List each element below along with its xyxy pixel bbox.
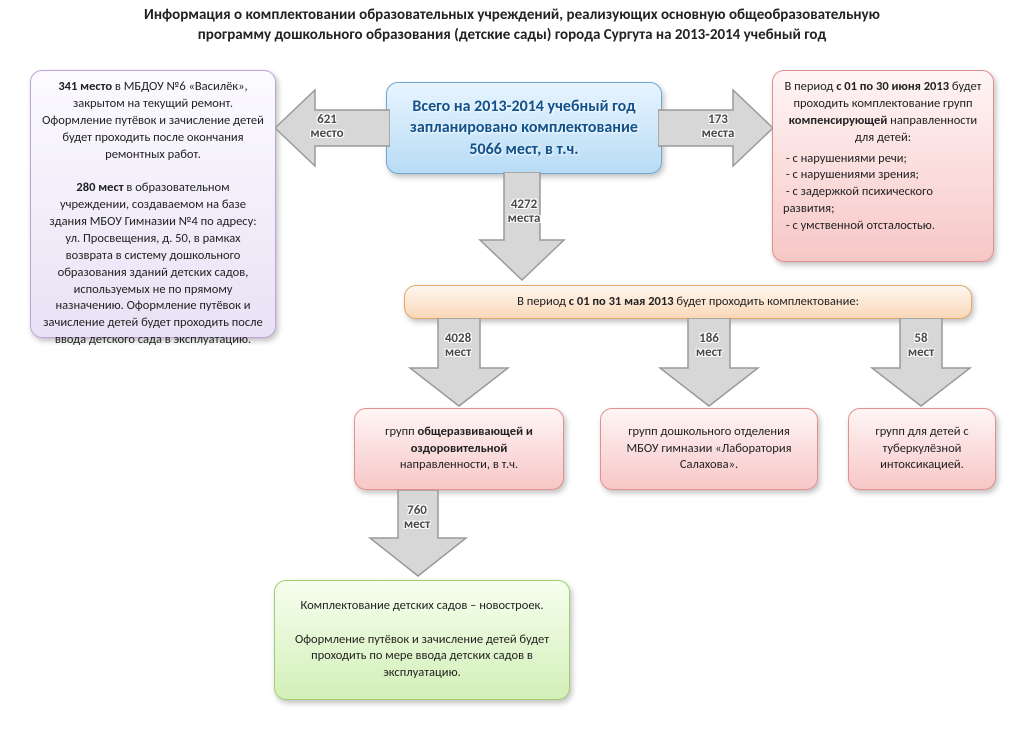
green-box-text: Комплектование детских садов – новострое… [285, 598, 559, 682]
arrow-down-1 [478, 172, 566, 282]
arrow-down1-unit: места [508, 211, 541, 226]
arrow-sub-label: 760 мест [393, 504, 441, 533]
arrow-g3-unit: мест [908, 345, 934, 360]
group1-box: групп общеразвивающей и оздоровительной … [354, 408, 564, 490]
arrow-g1-n: 4028 [445, 331, 471, 346]
arrow-left-n: 621 [317, 112, 337, 127]
arrow-left-unit: место [310, 126, 343, 141]
period-may-box: В период с 01 по 31 мая 2013 будет прохо… [404, 285, 972, 319]
arrow-sub-n: 760 [407, 503, 427, 518]
arrow-g1-label: 4028 мест [432, 332, 484, 361]
central-box: Всего на 2013-2014 учебный год запланиро… [386, 82, 662, 174]
group1-text: групп общеразвивающей и оздоровительной … [365, 424, 553, 475]
arrow-g3-n: 58 [914, 331, 927, 346]
arrow-right-unit: места [702, 126, 735, 141]
central-text: Всего на 2013-2014 учебный год запланиро… [397, 96, 651, 161]
right-box-text: В период с 01 по 30 июня 2013 будет прох… [783, 79, 983, 235]
arrow-g3-label: 58 мест [898, 332, 944, 361]
right-box: В период с 01 по 30 июня 2013 будет прох… [772, 70, 994, 262]
title-line1: Информация о комплектовании образователь… [144, 6, 880, 24]
period-may-text: В период с 01 по 31 мая 2013 будет прохо… [517, 294, 859, 311]
title-line2: программу дошкольного образования (детск… [198, 26, 826, 44]
arrow-sub-unit: мест [404, 517, 430, 532]
arrow-down1-label: 4272 места [498, 198, 550, 227]
arrow-left-label: 621 место [303, 113, 351, 142]
arrow-right-n: 173 [708, 112, 728, 127]
page-title: Информация о комплектовании образователь… [0, 6, 1024, 45]
group2-text: групп дошкольного отделения МБОУ гимнази… [611, 424, 807, 475]
group3-text: групп для детей с туберкулёзной интоксик… [859, 424, 985, 475]
arrow-down1-n: 4272 [511, 197, 537, 212]
arrow-g2-label: 186 мест [684, 332, 734, 361]
group2-box: групп дошкольного отделения МБОУ гимнази… [600, 408, 818, 490]
group3-box: групп для детей с туберкулёзной интоксик… [848, 408, 996, 490]
arrow-g2-n: 186 [699, 331, 719, 346]
arrow-right-label: 173 места [694, 113, 742, 142]
arrow-g1-unit: мест [445, 345, 471, 360]
green-box: Комплектование детских садов – новострое… [274, 580, 570, 700]
arrow-g2-unit: мест [696, 345, 722, 360]
left-box-text: 341 место в МБДОУ №6 «Василёк», закрытом… [41, 79, 265, 349]
left-box: 341 место в МБДОУ №6 «Василёк», закрытом… [30, 70, 276, 338]
